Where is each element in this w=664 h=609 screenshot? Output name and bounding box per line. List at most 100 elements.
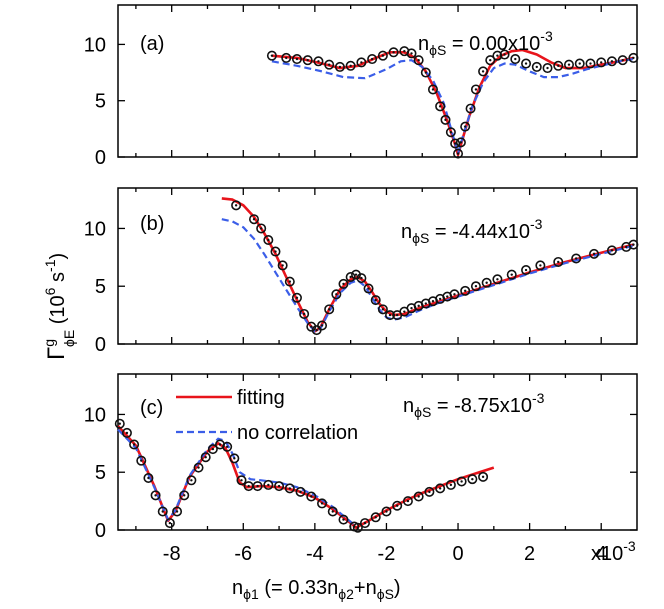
panel-b-annotation: nϕS = -4.44x10-3 <box>401 216 543 246</box>
data-point <box>420 67 431 78</box>
data-point-center <box>417 495 420 498</box>
data-point-center <box>360 276 363 280</box>
data-point-center <box>524 268 528 272</box>
data-point-center <box>381 54 385 57</box>
data-point <box>455 137 466 148</box>
data-point-center <box>474 88 478 91</box>
data-point-center <box>354 273 358 276</box>
y-tick-label: 10 <box>84 34 106 56</box>
data-point <box>121 427 132 438</box>
data-point-center <box>474 285 478 288</box>
data-point <box>338 278 349 289</box>
data-point <box>377 50 388 61</box>
data-point-center <box>274 250 277 253</box>
panel-c-annotation: nϕS = -8.75x10-3 <box>403 390 545 420</box>
data-point <box>263 479 274 490</box>
data-point <box>553 256 564 267</box>
data-point <box>200 452 211 463</box>
data-point <box>291 292 302 303</box>
data-point <box>229 453 240 464</box>
data-point <box>274 481 285 492</box>
data-point <box>277 260 288 271</box>
data-point-center <box>277 484 281 488</box>
data-point-center <box>600 61 603 64</box>
data-point <box>367 54 378 65</box>
data-point-center <box>424 302 428 305</box>
data-point-center <box>367 287 370 290</box>
data-point <box>449 289 460 300</box>
panel-a: 0 5 10 (a) nϕS = 0.00x10-3 <box>84 4 639 169</box>
data-point <box>542 63 553 74</box>
data-point-center <box>431 300 435 303</box>
data-point-center <box>438 105 442 108</box>
data-point-center <box>302 312 306 316</box>
y-tick-label: 5 <box>95 462 106 484</box>
data-point-center <box>610 249 614 252</box>
data-point-center <box>578 62 581 65</box>
data-point <box>129 439 140 450</box>
data-point <box>450 138 461 149</box>
panel-a-y-tick-labels: 0 5 10 <box>84 34 106 169</box>
no-correlation-curve <box>271 57 634 158</box>
data-point <box>291 54 302 65</box>
x-tick-label: 4 <box>596 543 607 565</box>
data-point <box>478 66 489 77</box>
data-point-center <box>449 131 453 134</box>
y-tick-label: 10 <box>84 404 106 426</box>
data-point <box>485 55 496 66</box>
data-point-center <box>370 57 374 61</box>
data-point <box>506 269 517 280</box>
data-point-center <box>444 118 447 122</box>
data-point <box>492 274 503 285</box>
panel-b: 0 5 10 (b) nϕS = -4.44x10-3 <box>84 187 639 356</box>
data-point <box>456 476 467 487</box>
data-point-center <box>211 447 215 451</box>
data-point-center <box>471 477 474 481</box>
data-point <box>377 304 388 315</box>
data-point <box>186 475 197 486</box>
data-point-center <box>557 260 560 264</box>
panel-c: 0 5 10 (c) nϕS = -8.75x10-3 fitting no c… <box>84 373 638 542</box>
panel-c-y-tick-labels: 0 5 10 <box>84 404 106 542</box>
data-point-center <box>310 495 313 498</box>
data-point <box>381 506 392 517</box>
data-point <box>388 47 399 58</box>
data-point-center <box>449 483 453 487</box>
data-point-center <box>535 65 538 69</box>
data-point-center <box>360 61 363 64</box>
data-point-center <box>225 445 229 448</box>
data-point-center <box>315 328 318 332</box>
data-point-center <box>267 483 270 487</box>
data-point <box>596 57 607 68</box>
data-point <box>521 58 532 69</box>
data-point <box>574 58 585 69</box>
data-point <box>510 54 521 65</box>
x-tick-labels: -8 -6 -4 -2 0 2 4 <box>163 543 607 565</box>
data-point-center <box>175 510 179 513</box>
data-point <box>385 310 396 321</box>
data-point <box>535 260 546 271</box>
panel-a-plot <box>266 46 639 159</box>
data-point <box>263 235 274 246</box>
data-point <box>628 239 639 250</box>
data-point <box>467 474 478 485</box>
data-point <box>553 60 564 71</box>
data-point <box>453 148 464 159</box>
legend-no-correlation-label: no correlation <box>237 422 358 444</box>
data-point <box>356 273 367 284</box>
data-point <box>571 253 582 264</box>
data-point-center <box>295 296 299 299</box>
data-point-center <box>349 275 352 279</box>
data-point-center <box>395 504 399 507</box>
data-point-center <box>327 63 331 66</box>
data-point-center <box>342 282 345 286</box>
data-point-center <box>424 71 428 74</box>
data-point-center <box>335 293 338 296</box>
data-point-center <box>453 293 456 296</box>
data-point <box>606 56 617 67</box>
data-point <box>370 512 381 523</box>
x-tick-label: 0 <box>452 543 463 565</box>
data-point <box>470 84 481 95</box>
data-point-center <box>417 304 420 308</box>
